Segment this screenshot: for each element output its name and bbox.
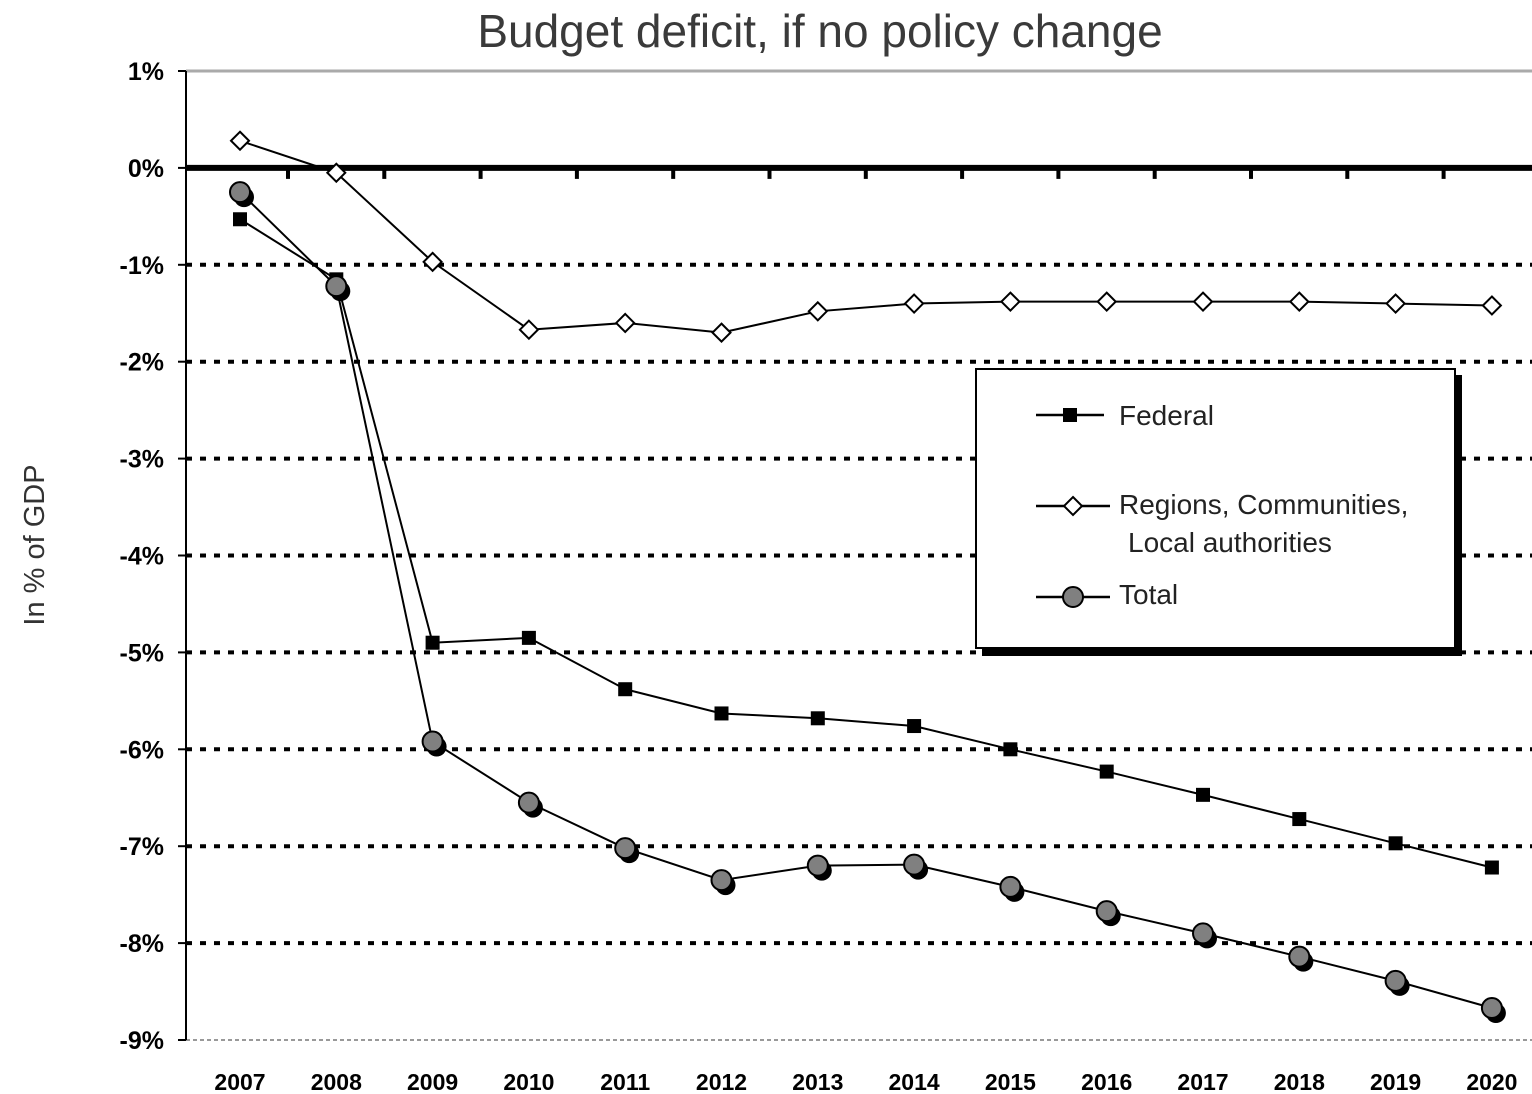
x-tick-label: 2017 — [1177, 1069, 1228, 1094]
data-point-total — [806, 854, 829, 877]
legend-federal-label: Federal — [1119, 400, 1214, 431]
series-line-federal — [239, 218, 1493, 869]
data-point-regions-communities-local-authorities — [325, 162, 347, 184]
data-point-total — [1480, 997, 1503, 1020]
data-point-federal — [1003, 742, 1018, 757]
y-tick-label: 1% — [128, 58, 164, 86]
data-point-regions-communities-local-authorities — [1096, 291, 1118, 313]
data-point-total — [614, 837, 637, 860]
x-tick-label: 2012 — [696, 1069, 747, 1094]
data-point-regions-communities-local-authorities — [518, 319, 540, 341]
data-point-federal — [1484, 860, 1499, 875]
data-point-federal — [1196, 787, 1210, 802]
data-point-total — [999, 875, 1022, 898]
y-tick-label: -2% — [120, 349, 164, 377]
data-point-federal — [425, 635, 440, 650]
legend-federal-marker — [1063, 408, 1077, 422]
x-tick-label: 2009 — [407, 1069, 458, 1094]
y-axis-label: In % of GDP — [19, 464, 51, 625]
data-point-regions-communities-local-authorities — [903, 293, 925, 314]
data-point-regions-communities-local-authorities — [1192, 291, 1214, 313]
data-point-federal — [1099, 764, 1114, 779]
data-point-total — [1384, 969, 1407, 992]
data-point-federal — [233, 212, 247, 227]
data-point-total — [1095, 900, 1118, 923]
legend-regions-label-line2: Local authorities — [1128, 527, 1332, 558]
x-tick-label: 2011 — [600, 1069, 650, 1094]
x-tick-label: 2018 — [1274, 1069, 1325, 1094]
data-point-regions-communities-local-authorities — [422, 251, 444, 273]
y-tick-label: -4% — [120, 543, 164, 571]
data-point-total — [421, 730, 444, 753]
data-point-federal — [810, 711, 825, 726]
x-tick-label: 2014 — [889, 1069, 940, 1094]
data-point-total — [517, 791, 540, 814]
data-point-total — [229, 181, 251, 204]
data-point-federal — [618, 682, 633, 697]
x-tick-label: 2020 — [1466, 1069, 1517, 1094]
series — [229, 130, 1506, 1024]
data-point-regions-communities-local-authorities — [1385, 293, 1407, 314]
x-tick-label: 2015 — [985, 1069, 1036, 1094]
chart-title: Budget deficit, if no policy change — [477, 5, 1162, 57]
y-tick-label: -3% — [120, 446, 164, 474]
data-point-regions-communities-local-authorities — [614, 312, 636, 334]
data-point-total — [903, 853, 926, 876]
data-point-federal — [907, 719, 922, 734]
x-tick-label: 2007 — [214, 1069, 265, 1094]
x-tick-label: 2013 — [792, 1069, 843, 1094]
data-point-federal — [1292, 812, 1307, 827]
data-point-total — [1192, 922, 1214, 945]
y-tick-label: -6% — [120, 736, 164, 764]
data-point-federal — [1388, 836, 1403, 851]
data-point-regions-communities-local-authorities — [1481, 295, 1503, 316]
x-tick-labels: 2007 2008 2009 2010 2011 2012 2013 2014 2015 2016… — [214, 1069, 1517, 1094]
y-tick-label: -5% — [120, 639, 164, 667]
legend-total-marker — [1062, 586, 1084, 608]
x-tick-label: 2008 — [311, 1069, 362, 1094]
y-tick-label: -7% — [120, 833, 164, 861]
data-point-total — [710, 869, 733, 892]
data-point-regions-communities-local-authorities — [999, 291, 1021, 313]
data-point-regions-communities-local-authorities — [807, 300, 829, 322]
y-tick-labels: 1% 0% -1% -2% -3% -4% -5% -6% -7% -8% -9% — [120, 58, 164, 1055]
legend-total-label: Total — [1119, 579, 1178, 610]
y-tick-label: -8% — [120, 930, 164, 958]
x-tick-label: 2019 — [1370, 1069, 1421, 1094]
y-tick-label: -9% — [120, 1027, 164, 1055]
y-tick-label: -1% — [120, 252, 164, 280]
axes — [178, 70, 1446, 1041]
x-tick-label: 2016 — [1081, 1069, 1132, 1094]
data-point-regions-communities-local-authorities — [1288, 291, 1310, 313]
series-line-total — [239, 191, 1493, 1009]
x-tick-label: 2010 — [503, 1069, 554, 1094]
legend-regions-label-line1: Regions, Communities, — [1119, 489, 1408, 520]
series-line-regions-communities-local-authorities — [239, 139, 1492, 334]
data-point-federal — [714, 706, 729, 721]
data-point-total — [1288, 945, 1311, 968]
data-point-regions-communities-local-authorities — [229, 130, 251, 152]
data-point-regions-communities-local-authorities — [711, 322, 732, 344]
legend-regions-marker — [1062, 495, 1084, 517]
y-tick-label: 0% — [128, 155, 164, 183]
data-point-federal — [521, 630, 536, 645]
legend: Federal Regions, Communities, Local auth… — [975, 368, 1462, 656]
data-point-total — [325, 275, 348, 298]
